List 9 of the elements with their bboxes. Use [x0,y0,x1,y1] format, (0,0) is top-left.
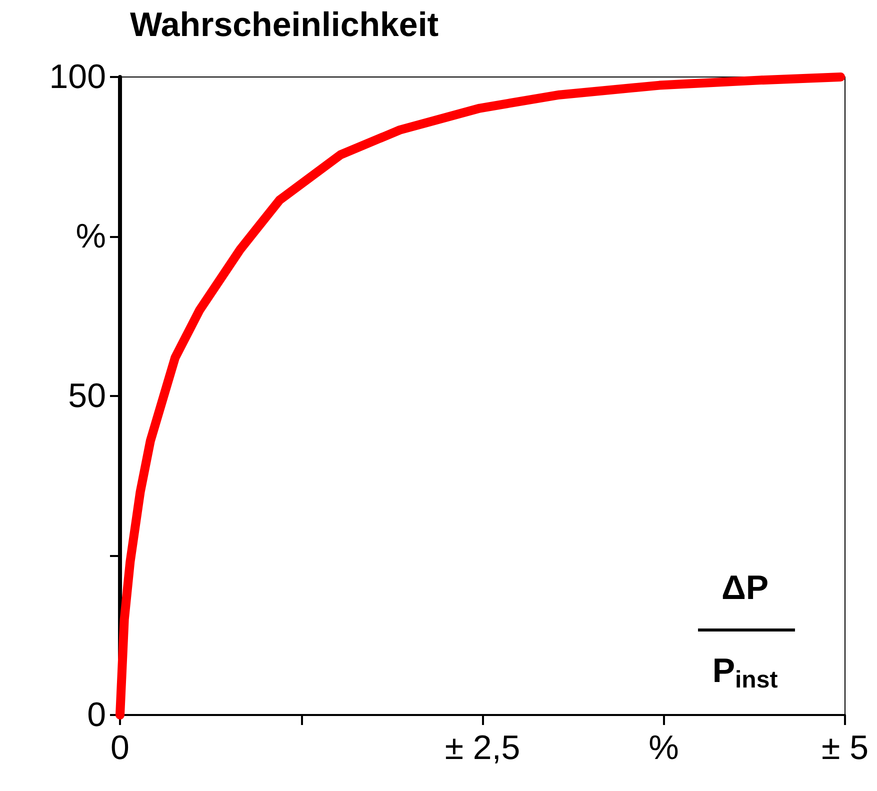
y-tick-label: 0 [87,696,106,734]
x-tick-label: % [648,729,679,767]
x-tick-label: ± 5 [821,729,869,767]
y-tick-label: 100 [49,58,106,96]
x-tick-label: ± 2,5 [444,729,520,767]
x-tick-label: 0 [110,729,130,767]
y-tick-label: % [76,218,106,256]
chart-title: Wahrscheinlichkeit [130,6,439,44]
y-tick-label: 50 [68,377,106,415]
